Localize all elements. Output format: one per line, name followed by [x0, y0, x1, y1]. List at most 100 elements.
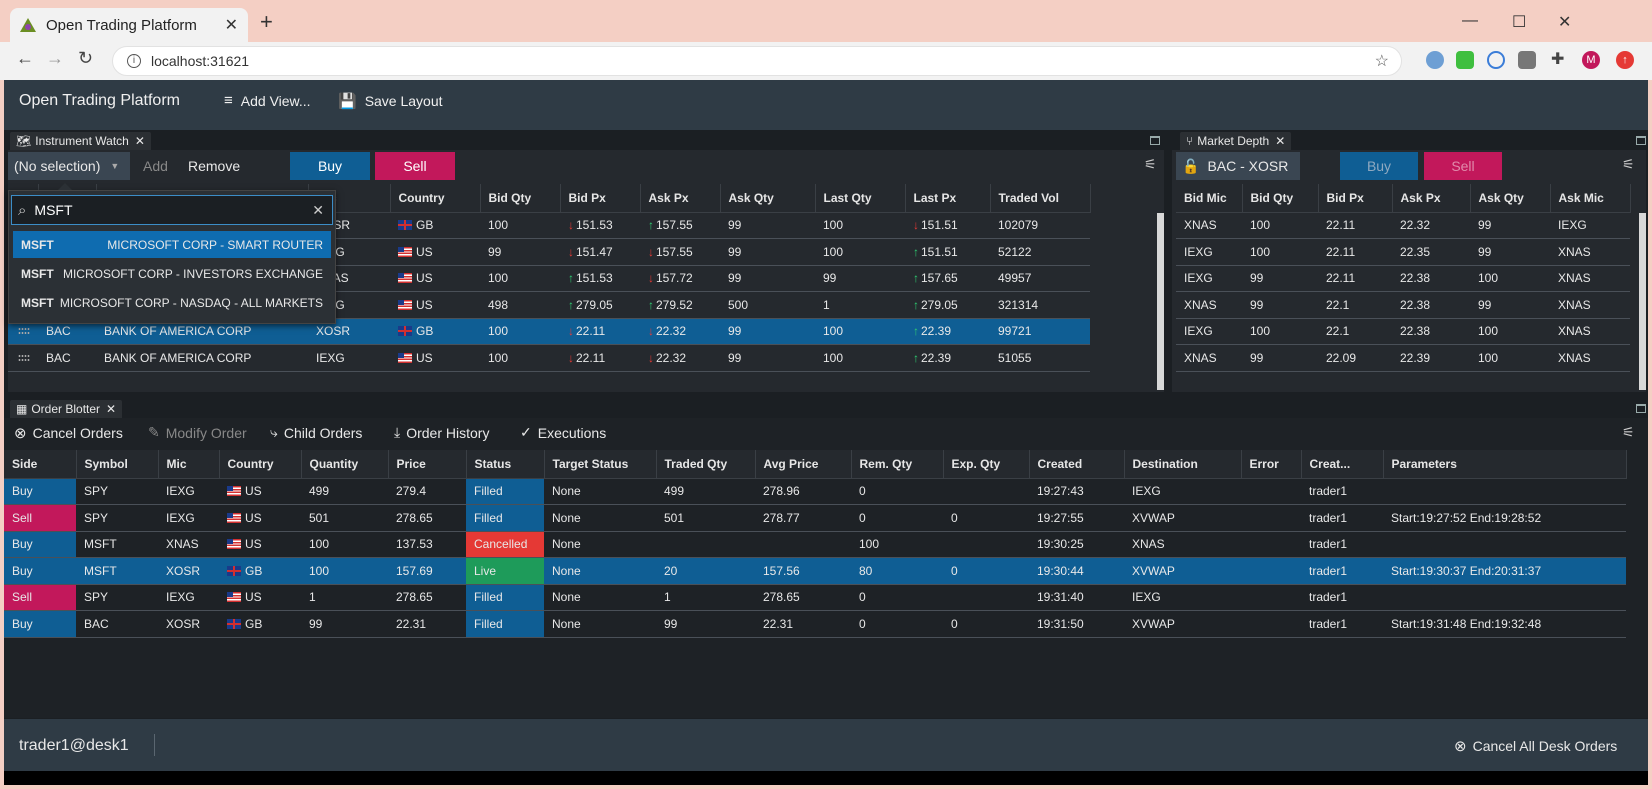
instrument-selector[interactable]: (No selection) ▼	[8, 152, 130, 180]
column-header[interactable]: Bid Px	[560, 184, 641, 213]
sell-button[interactable]: Sell	[375, 152, 455, 180]
column-settings-icon[interactable]: ⚟	[1144, 156, 1157, 172]
site-info-icon[interactable]: i	[127, 54, 141, 68]
column-header[interactable]: Country	[219, 450, 302, 479]
column-header[interactable]: Status	[466, 450, 545, 479]
close-tab-icon[interactable]: ✕	[224, 17, 238, 34]
add-button[interactable]: Add	[143, 158, 168, 174]
search-result-item[interactable]: MSFT MICROSOFT CORP - SMART ROUTER	[13, 231, 331, 258]
column-header[interactable]: Ask Qty	[720, 184, 816, 213]
address-bar[interactable]: i localhost:31621 ☆	[112, 46, 1402, 76]
column-header[interactable]: Last Qty	[815, 184, 906, 213]
table-row[interactable]: XNAS 100 22.11 22.32 99 IEXG	[1176, 212, 1630, 239]
table-row[interactable]: Sell SPY IEXG US 501 278.65 Filled None 501 278.7…	[4, 504, 1626, 532]
column-header[interactable]: Bid Qty	[480, 184, 561, 213]
remove-button[interactable]: Remove	[188, 158, 241, 174]
column-header[interactable]: Traded Vol	[990, 184, 1091, 213]
depth-buy-button[interactable]: Buy	[1340, 152, 1418, 180]
back-icon[interactable]: ←	[16, 48, 34, 68]
executions-button[interactable]: ✓ Executions	[520, 424, 606, 441]
column-header[interactable]: Rem. Qty	[851, 450, 944, 479]
tab-order-blotter[interactable]: ▦ Order Blotter ✕	[10, 400, 123, 418]
extensions-puzzle-icon[interactable]: ✚	[1551, 51, 1565, 68]
column-header[interactable]: Ask Px	[1392, 184, 1471, 213]
depth-sell-button[interactable]: Sell	[1424, 152, 1502, 180]
modify-order-button[interactable]: ✎ Modify Order	[148, 424, 247, 441]
table-row[interactable]: Sell SPY IEXG US 1 278.65 Filled None 1 278.65 0 19…	[4, 584, 1626, 611]
order-history-button[interactable]: ⤓ Order History	[394, 424, 489, 441]
column-settings-icon[interactable]: ⚟	[1622, 156, 1635, 172]
maximize-panel-icon[interactable]	[1636, 404, 1646, 413]
table-row[interactable]: IEXG 100 22.1 22.38 100 XNAS	[1176, 318, 1630, 345]
column-header[interactable]: Price	[388, 450, 467, 479]
scrollbar[interactable]	[1639, 213, 1646, 390]
table-row[interactable]: Buy BAC XOSR GB 99 22.31 Filled None 99 22.31 0 0 19…	[4, 610, 1626, 638]
close-icon[interactable]: ✕	[106, 402, 117, 416]
depth-instrument-selector[interactable]: 🔓 BAC - XOSR	[1176, 152, 1300, 180]
extension-icon[interactable]	[1518, 51, 1536, 69]
drag-handle[interactable]	[8, 344, 38, 372]
cancel-all-desk-orders-button[interactable]: ⊗ Cancel All Desk Orders	[1454, 737, 1617, 755]
search-result-item[interactable]: MSFT MICROSOFT CORP - INVESTORS EXCHANGE	[13, 260, 331, 287]
search-result-item[interactable]: MSFT MICROSOFT CORP - NASDAQ - ALL MARKET…	[13, 289, 331, 316]
new-tab-button[interactable]: +	[260, 9, 273, 34]
column-header[interactable]: Bid Mic	[1176, 184, 1243, 213]
table-row[interactable]: Buy SPY IEXG US 499 279.4 Filled None 499 278.96 0…	[4, 478, 1626, 505]
maximize-panel-icon[interactable]	[1636, 136, 1646, 145]
extension-icon[interactable]	[1426, 51, 1444, 69]
column-header[interactable]: Ask Px	[640, 184, 721, 213]
tab-instrument-watch[interactable]: 🗺 Instrument Watch ✕	[10, 132, 151, 150]
profile-avatar[interactable]: M	[1582, 51, 1600, 69]
column-header[interactable]: Country	[390, 184, 481, 213]
reload-icon[interactable]: ↻	[78, 48, 94, 68]
add-view-button[interactable]: ≡ Add View...	[224, 92, 311, 109]
column-header[interactable]: Ask Mic	[1550, 184, 1631, 213]
browser-tab[interactable]: Open Trading Platform ✕	[10, 8, 248, 42]
column-header[interactable]: Destination	[1124, 450, 1242, 479]
column-header[interactable]: Side	[4, 450, 77, 479]
column-header[interactable]: Last Px	[905, 184, 991, 213]
save-layout-button[interactable]: 💾 Save Layout	[338, 92, 443, 110]
cancel-orders-button[interactable]: ⊗ Cancel Orders	[14, 424, 123, 442]
child-orders-button[interactable]: ⤷ Child Orders	[270, 424, 362, 441]
column-header[interactable]: Bid Px	[1318, 184, 1393, 213]
table-row[interactable]: XNAS 99 22.1 22.38 99 XNAS	[1176, 291, 1630, 319]
clear-search-icon[interactable]: ✕	[312, 201, 324, 218]
column-header[interactable]: Mic	[158, 450, 220, 479]
column-header[interactable]: Ask Qty	[1470, 184, 1551, 213]
buy-button[interactable]: Buy	[290, 152, 370, 180]
close-window-button[interactable]: ✕	[1558, 14, 1572, 31]
column-header[interactable]: Parameters	[1383, 450, 1627, 479]
bookmark-star-icon[interactable]: ☆	[1374, 53, 1389, 70]
column-header[interactable]: Symbol	[76, 450, 159, 479]
maximize-button[interactable]: ☐	[1512, 14, 1527, 31]
close-icon[interactable]: ✕	[134, 134, 145, 148]
table-row[interactable]: BAC BANK OF AMERICA CORP IEXG US 100 ↓ 22.11 ↓ 2…	[8, 344, 1090, 372]
tab-market-depth[interactable]: ⑂ Market Depth ✕	[1180, 132, 1292, 150]
column-header[interactable]: Avg Price	[755, 450, 852, 479]
column-header[interactable]: Creat...	[1301, 450, 1384, 479]
column-header[interactable]: Exp. Qty	[943, 450, 1030, 479]
table-row[interactable]: XNAS 99 22.09 22.39 100 XNAS	[1176, 344, 1630, 372]
table-row[interactable]: Buy MSFT XOSR GB 100 157.69 Live None 20 157.56 80…	[4, 557, 1626, 585]
react-devtools-icon[interactable]	[1487, 51, 1505, 69]
table-row[interactable]: IEXG 100 22.11 22.35 99 XNAS	[1176, 238, 1630, 266]
column-header[interactable]: Quantity	[301, 450, 389, 479]
forward-icon[interactable]: →	[46, 48, 64, 68]
instrument-search-input[interactable]: ⌕ MSFT ✕	[11, 195, 333, 225]
column-header[interactable]: Bid Qty	[1242, 184, 1319, 213]
scrollbar[interactable]	[1157, 213, 1164, 390]
column-settings-icon[interactable]: ⚟	[1622, 424, 1635, 440]
table-row[interactable]: Buy MSFT XNAS US 100 137.53 Cancelled None 100 19…	[4, 531, 1626, 558]
update-icon[interactable]: ↑	[1616, 51, 1634, 69]
maximize-panel-icon[interactable]	[1150, 136, 1160, 145]
column-header[interactable]: Created	[1029, 450, 1125, 479]
close-icon[interactable]: ✕	[1275, 134, 1286, 148]
table-row[interactable]: IEXG 99 22.11 22.38 100 XNAS	[1176, 265, 1630, 292]
extension-icon[interactable]	[1456, 51, 1474, 69]
minimize-button[interactable]: —	[1462, 12, 1478, 29]
column-header[interactable]: Target Status	[544, 450, 657, 479]
column-header[interactable]: Error	[1241, 450, 1302, 479]
column-header[interactable]: Traded Qty	[656, 450, 756, 479]
